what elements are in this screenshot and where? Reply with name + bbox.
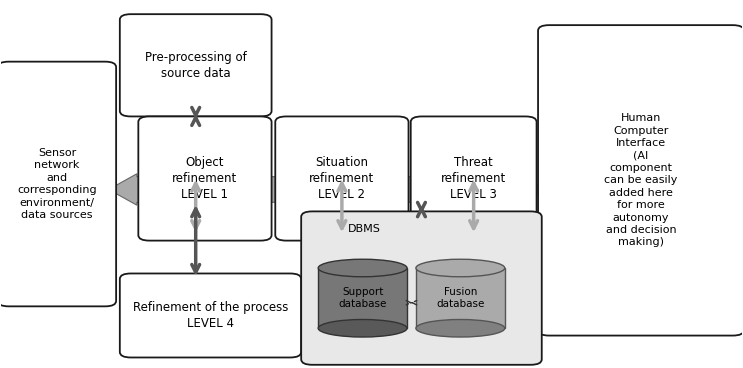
FancyBboxPatch shape <box>538 25 743 336</box>
Text: Support
database: Support database <box>338 287 387 309</box>
Polygon shape <box>318 268 407 328</box>
Text: Sensor
network
and
corresponding
environment/
data sources: Sensor network and corresponding environ… <box>17 148 97 220</box>
Text: Refinement of the process
LEVEL 4: Refinement of the process LEVEL 4 <box>133 301 288 330</box>
FancyBboxPatch shape <box>411 116 536 241</box>
Polygon shape <box>416 268 504 328</box>
Text: DBMS: DBMS <box>348 224 380 234</box>
Ellipse shape <box>318 319 407 337</box>
FancyBboxPatch shape <box>120 273 301 357</box>
Text: Threat
refinement
LEVEL 3: Threat refinement LEVEL 3 <box>441 156 506 201</box>
Ellipse shape <box>416 259 504 277</box>
FancyBboxPatch shape <box>0 62 116 306</box>
FancyBboxPatch shape <box>275 116 409 241</box>
FancyBboxPatch shape <box>120 14 272 116</box>
Text: Fusion
database: Fusion database <box>436 287 484 309</box>
FancyBboxPatch shape <box>301 211 542 365</box>
Ellipse shape <box>318 259 407 277</box>
Text: Pre-processing of
source data: Pre-processing of source data <box>145 51 247 80</box>
Text: Situation
refinement
LEVEL 2: Situation refinement LEVEL 2 <box>309 156 374 201</box>
FancyBboxPatch shape <box>138 116 272 241</box>
Text: Object
refinement
LEVEL 1: Object refinement LEVEL 1 <box>172 156 238 201</box>
Text: Human
Computer
Interface
(AI
component
can be easily
added here
for more
autonom: Human Computer Interface (AI component c… <box>604 113 678 247</box>
Polygon shape <box>108 174 545 205</box>
Ellipse shape <box>416 319 504 337</box>
